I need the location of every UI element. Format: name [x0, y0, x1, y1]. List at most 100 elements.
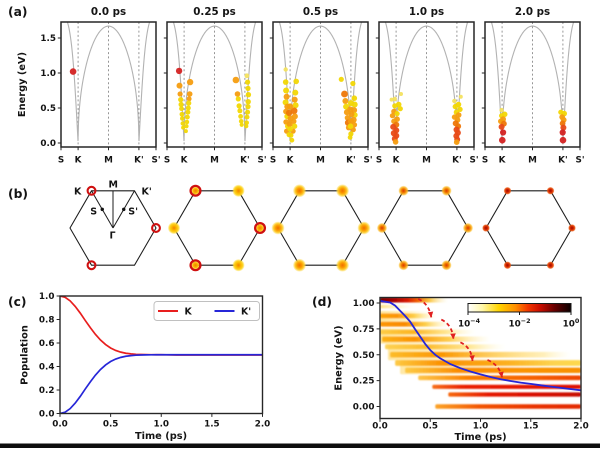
- band-curve: [66, 22, 151, 142]
- x-tick-label: K: [393, 156, 401, 166]
- carrier-dot: [286, 132, 292, 138]
- band-structure-subpanel: [163, 21, 263, 151]
- legend-label-Kp: K': [241, 306, 251, 317]
- valley-blob: [255, 223, 265, 233]
- panel-d-label: (d): [312, 295, 332, 309]
- carrier-dot: [286, 121, 293, 128]
- x-tick-label: S: [58, 156, 64, 166]
- carrier-dots: [175, 67, 252, 134]
- carrier-dot: [397, 106, 403, 112]
- carrier-dot: [244, 120, 249, 125]
- x-tick-label: 2.0: [573, 422, 589, 432]
- carrier-dot: [286, 103, 294, 110]
- valley-blob: [568, 224, 576, 232]
- carrier-dot: [238, 114, 244, 119]
- carrier-dot: [232, 76, 240, 84]
- carrier-dot: [289, 137, 295, 143]
- carrier-dot: [69, 68, 77, 75]
- heatmap-streak: [405, 367, 581, 373]
- carrier-dot: [559, 136, 567, 144]
- x-tick-label: M: [528, 156, 537, 166]
- valley-ring: [253, 221, 267, 235]
- carrier-dot: [291, 123, 298, 129]
- colorbar-label: 10−2: [508, 317, 530, 329]
- y-tick-label: 0.0: [40, 139, 56, 149]
- carrier-dot: [452, 98, 457, 104]
- heatmap-streak: [390, 351, 571, 358]
- colorbar-label: 10−4: [458, 317, 481, 329]
- x-tick-label: S: [164, 156, 170, 166]
- x-tick-label: K: [499, 156, 507, 166]
- brillouin-zone-hexagon: [482, 186, 576, 270]
- carrier-dot: [245, 109, 251, 115]
- valley-blob: [503, 261, 512, 270]
- x-tick-label: S': [257, 156, 266, 166]
- carrier-dot: [245, 99, 251, 105]
- valley-blob: [398, 185, 409, 196]
- heatmap-streak: [380, 297, 449, 303]
- band-structure-subpanel: [269, 21, 369, 151]
- valley-ring: [189, 259, 202, 272]
- x-tick-label: K: [287, 156, 295, 166]
- carrier-dot: [389, 113, 395, 119]
- x-tick-label: 0.0: [52, 420, 68, 430]
- heatmap-streak: [418, 375, 581, 381]
- relaxation-arrowhead: [427, 311, 434, 318]
- hexagon-outline: [173, 190, 261, 266]
- y-tick-label: 0.25: [353, 377, 375, 387]
- valley-blob: [191, 260, 200, 270]
- carrier-dot: [348, 111, 355, 118]
- Sp-point-dot: [122, 207, 126, 212]
- Sp-label: S': [128, 206, 138, 217]
- y-tick-label: 0.6: [39, 339, 55, 349]
- carrier-dot: [347, 100, 354, 107]
- carrier-dot: [245, 85, 251, 91]
- carrier-dot: [452, 103, 458, 110]
- band-structure-subpanel: [481, 21, 581, 151]
- carrier-dot: [186, 100, 192, 106]
- x-tick-label: K: [75, 156, 83, 166]
- valley-ring: [86, 185, 97, 196]
- carrier-dot: [392, 103, 398, 109]
- valley-blob: [167, 221, 181, 235]
- carrier-dot: [457, 106, 463, 112]
- carrier-dot: [236, 103, 242, 109]
- valley-blob: [232, 259, 245, 272]
- x-tick-label: M: [422, 156, 431, 166]
- carrier-dot: [184, 124, 189, 129]
- heatmap-streak: [435, 404, 581, 409]
- carrier-dot: [178, 101, 184, 108]
- x-tick-label: S: [270, 156, 276, 166]
- carrier-dot: [389, 97, 394, 102]
- subpanel-title: 0.25 ps: [193, 6, 236, 18]
- subpanel-title: 2.0 ps: [515, 6, 550, 18]
- carrier-dot: [455, 112, 462, 118]
- carrier-dot: [291, 96, 298, 103]
- hexagon-outline: [485, 190, 573, 266]
- valley-blob: [191, 186, 200, 196]
- valley-ring: [151, 223, 161, 233]
- x-tick-label: K': [558, 156, 568, 166]
- x-tick-label: 1.5: [523, 422, 539, 432]
- colorbar: 10−4 10−2 100: [458, 303, 580, 330]
- y-tick-label: 0.4: [39, 363, 55, 373]
- subpanel-title: 0.5 ps: [303, 6, 338, 18]
- heatmap-streak: [382, 336, 491, 342]
- y-tick-label: 1.0: [39, 292, 55, 302]
- carrier-dot: [350, 80, 356, 87]
- carrier-dot: [453, 139, 460, 145]
- valley-blob: [271, 221, 285, 235]
- x-tick-label: 0.5: [422, 422, 438, 432]
- carrier-dot: [185, 109, 191, 115]
- colorbar-gradient: [467, 303, 572, 313]
- carrier-dot: [351, 95, 358, 101]
- carrier-dot: [338, 76, 344, 82]
- valley-blob: [441, 260, 452, 271]
- carrier-dot: [179, 106, 184, 112]
- carrier-dot: [341, 90, 348, 98]
- panel-c-ylabel: Population: [20, 325, 31, 385]
- carrier-dot: [181, 125, 186, 130]
- carrier-dot: [347, 123, 354, 129]
- heatmap: [380, 297, 581, 409]
